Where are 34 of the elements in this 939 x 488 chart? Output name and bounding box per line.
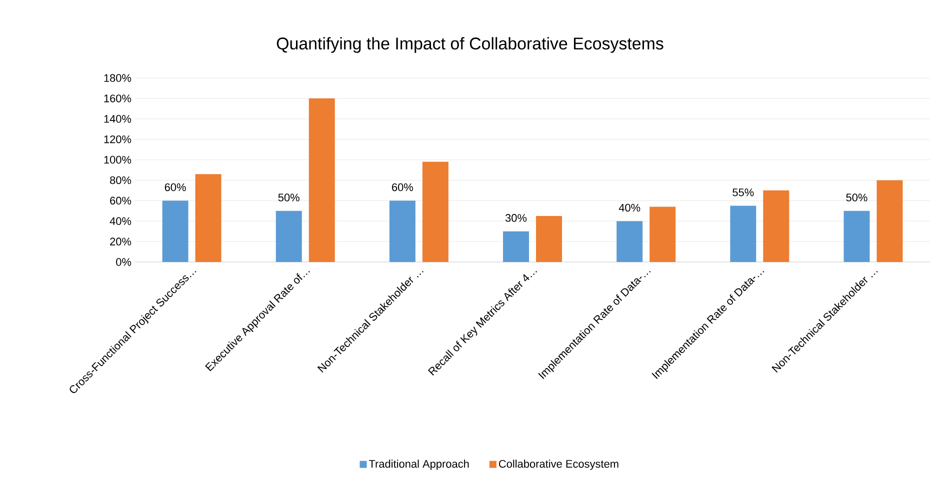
bar [195,174,222,262]
bar [162,200,188,262]
y-tick-label: 120% [104,135,132,144]
bar [422,162,448,262]
y-tick-label: 40% [110,217,132,225]
legend-label: Collaborative Ecosystem [498,460,618,470]
bar [276,210,302,262]
bar [844,210,870,262]
bar [876,180,903,262]
y-tick-label: 180% [104,74,132,82]
data-label: 60% [164,183,186,192]
y-tick-label: 160% [104,94,132,102]
data-label: 30% [505,214,527,222]
chart-title: Quantifying the Impact of Collaborative Ecosystems [276,37,664,53]
data-label: 55% [732,188,754,196]
bar [730,206,756,262]
legend-label: Traditional Approach [368,460,469,470]
y-tick-label: 0% [116,258,132,266]
bar [650,206,676,262]
bar [763,190,790,262]
bar [389,200,416,262]
y-tick-label: 80% [110,176,132,184]
data-label: 50% [278,194,300,202]
y-tick-label: 20% [110,238,132,246]
bar [536,216,562,262]
data-label: 40% [618,204,640,212]
y-tick-label: 140% [104,115,132,123]
y-tick-label: 60% [110,196,132,205]
bar [308,98,335,262]
data-label: 50% [846,194,868,202]
bar [616,221,643,262]
y-tick-label: 100% [104,156,132,164]
bar [503,231,530,262]
data-label: 60% [392,183,413,192]
